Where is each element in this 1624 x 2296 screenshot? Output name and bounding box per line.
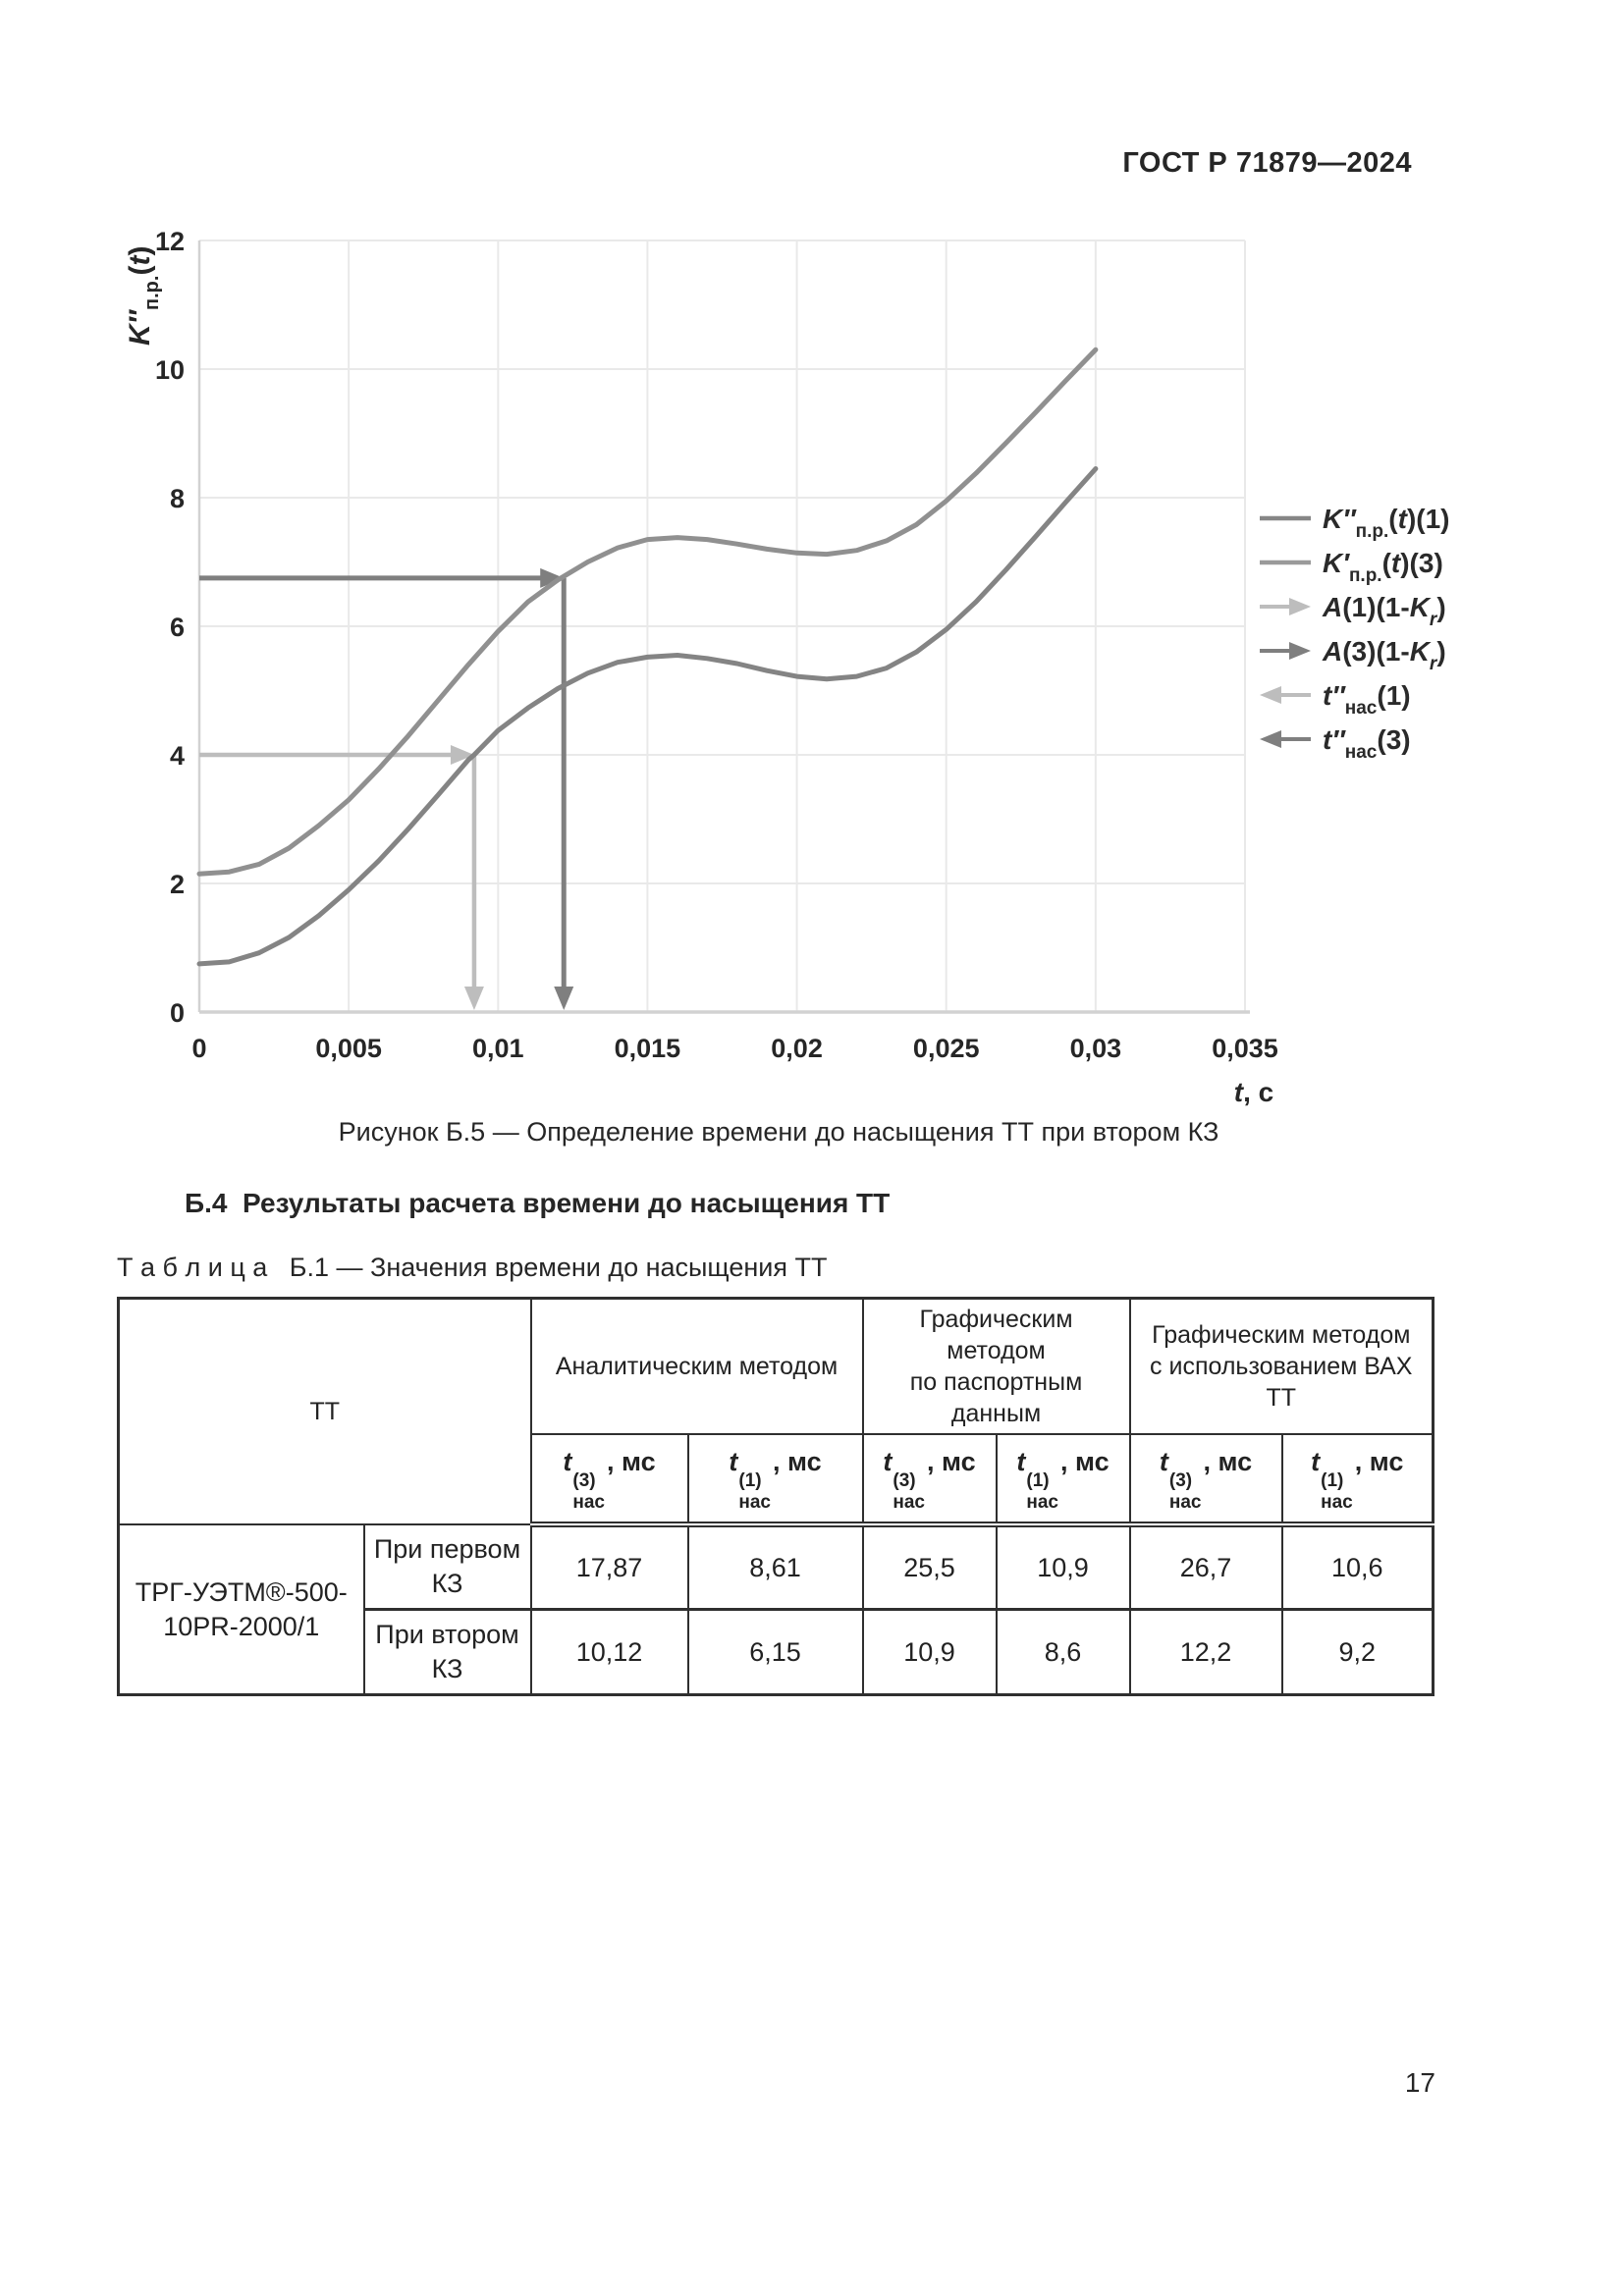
data-curve <box>196 347 1099 877</box>
legend-arrow-left-icon <box>1260 686 1281 704</box>
value-cell: 6,15 <box>686 1608 864 1696</box>
table-subheader-t3: t (3) нас, мс <box>861 1433 998 1527</box>
legend-label: A(3)(1-Kr) <box>1322 636 1446 674</box>
tt-model-line1: ТРГ-УЭТМ®-500- <box>135 1576 348 1607</box>
arrowhead-down-icon <box>554 987 574 1010</box>
table-subheader-t3: t (3) нас, мс <box>529 1433 689 1527</box>
value-cell: 10,9 <box>995 1523 1131 1611</box>
page-number: 17 <box>1404 2067 1435 2098</box>
legend-label: t″нас(3) <box>1323 724 1411 763</box>
x-tick-label: 0,035 <box>1212 1034 1278 1063</box>
arrowhead-right-icon <box>450 745 474 765</box>
arrowhead-right-icon <box>540 567 565 588</box>
document-header-title: ГОСТ Р 71879—2024 <box>1122 147 1412 179</box>
value-cell: 12,2 <box>1128 1608 1283 1696</box>
value-cell: 26,7 <box>1128 1523 1283 1611</box>
value-cell: 9,2 <box>1280 1608 1435 1696</box>
value-cell: 25,5 <box>861 1523 998 1611</box>
y-tick-label: 10 <box>155 355 185 385</box>
x-tick-label: 0,03 <box>1070 1034 1122 1063</box>
y-tick-label: 6 <box>170 613 185 642</box>
y-axis-title: K″п.р.(t) <box>124 246 163 346</box>
legend-label: t″нас(1) <box>1323 680 1411 719</box>
arrowhead-down-icon <box>463 987 484 1010</box>
legend-label: A(1)(1-Kr) <box>1322 592 1446 630</box>
x-tick-label: 0,015 <box>615 1034 681 1063</box>
y-tick-label: 2 <box>170 870 185 899</box>
legend-arrow-left-icon <box>1260 730 1281 748</box>
value-cell: 10,12 <box>529 1608 689 1696</box>
y-tick-label: 0 <box>170 998 185 1028</box>
y-tick-label: 12 <box>155 227 185 256</box>
case-cell: При втором КЗ <box>362 1608 532 1696</box>
table-row: При втором КЗ 10,12 6,15 10,9 8,6 12,2 9… <box>119 1608 1435 1696</box>
table-group-passport: Графическим методом по паспортным данным <box>861 1297 1131 1435</box>
chart-canvas: 0 2 4 6 8 10 12 0 0,005 0,01 0,015 0,02 0,025 0,03 0,0… <box>124 227 1449 1107</box>
table-group-vax: Графическим методом с использованием ВАХ… <box>1128 1297 1435 1435</box>
table-subheader-t3: t (3) нас, мс <box>1128 1433 1283 1527</box>
table-row: ТРГ-УЭТМ®-500- 10PR-2000/1 При первом КЗ… <box>117 1523 1435 1696</box>
value-cell: 10,9 <box>861 1608 998 1696</box>
table-caption: Т а б л и ц а Б.1 — Значения времени до … <box>117 1253 828 1282</box>
legend-label: K″п.р.(t)(1) <box>1323 504 1449 542</box>
section-heading: Б.4 Результаты расчета времени до насыще… <box>185 1188 891 1218</box>
table-header-tt: ТТ <box>117 1297 532 1525</box>
table-group-analytic: Аналитическим методом <box>529 1297 864 1435</box>
value-cell: 8,6 <box>995 1608 1131 1696</box>
y-tick-label: 4 <box>170 741 185 771</box>
case-cell: При первом КЗ <box>362 1523 532 1611</box>
table-subheader-t1: t (1) нас, мс <box>686 1433 864 1527</box>
x-tick-label: 0,005 <box>315 1034 382 1063</box>
figure-caption: Рисунок Б.5 — Определение времени до нас… <box>338 1117 1219 1147</box>
data-curve <box>196 466 1099 967</box>
tt-model-line2: 10PR-2000/1 <box>163 1611 320 1641</box>
x-tick-label: 0,02 <box>771 1034 823 1063</box>
table-subheader-t1: t (1) нас, мс <box>995 1433 1131 1527</box>
saturation-times-table: ТТ Аналитическим методом Графическим мет… <box>117 1297 1435 1696</box>
legend-arrow-right-icon <box>1289 642 1311 660</box>
value-cell: 8,61 <box>686 1523 864 1611</box>
legend-label: K′п.р.(t)(3) <box>1323 548 1443 586</box>
value-cell: 10,6 <box>1280 1523 1435 1611</box>
y-tick-label: 8 <box>170 484 185 513</box>
x-axis-title: t, с <box>1234 1077 1273 1107</box>
value-cell: 17,87 <box>529 1523 689 1611</box>
legend-arrow-right-icon <box>1289 598 1311 615</box>
table-subheader-t1: t (1) нас, мс <box>1280 1433 1435 1527</box>
x-tick-label: 0 <box>191 1034 206 1063</box>
saturation-time-chart: 0 2 4 6 8 10 12 0 0,005 0,01 0,015 0,02 0,025 0,03 0,0… <box>59 137 1532 1119</box>
tt-model-cell: ТРГ-УЭТМ®-500- 10PR-2000/1 <box>117 1523 365 1696</box>
x-tick-label: 0,025 <box>913 1034 980 1063</box>
x-tick-label: 0,01 <box>472 1034 524 1063</box>
